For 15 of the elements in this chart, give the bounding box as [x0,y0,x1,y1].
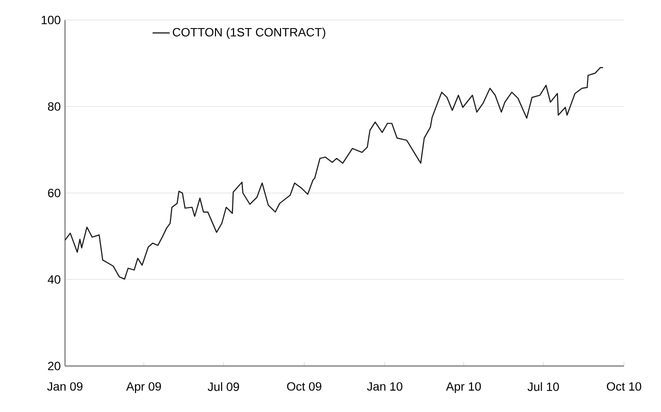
x-tick-label: Jan 10 [366,382,402,391]
legend-label: COTTON (1ST CONTRACT) [172,28,326,39]
y-tick-label: 80 [48,102,60,111]
x-tick-label: Jan 09 [47,382,82,391]
y-tick-label: 20 [48,362,60,370]
x-tick-label: Oct 09 [287,382,322,391]
y-tick-label: 40 [48,275,60,284]
y-tick-label: 60 [48,188,60,198]
x-tick-label: Jul 09 [208,382,240,391]
x-tick-label: Jul 10 [528,382,559,391]
x-tick-label: Apr 09 [126,382,161,394]
line-series [65,67,604,280]
x-tick-label: Oct 10 [606,382,642,391]
x-tick-label: Apr 10 [446,382,481,394]
y-tick-label: 100 [42,16,60,24]
